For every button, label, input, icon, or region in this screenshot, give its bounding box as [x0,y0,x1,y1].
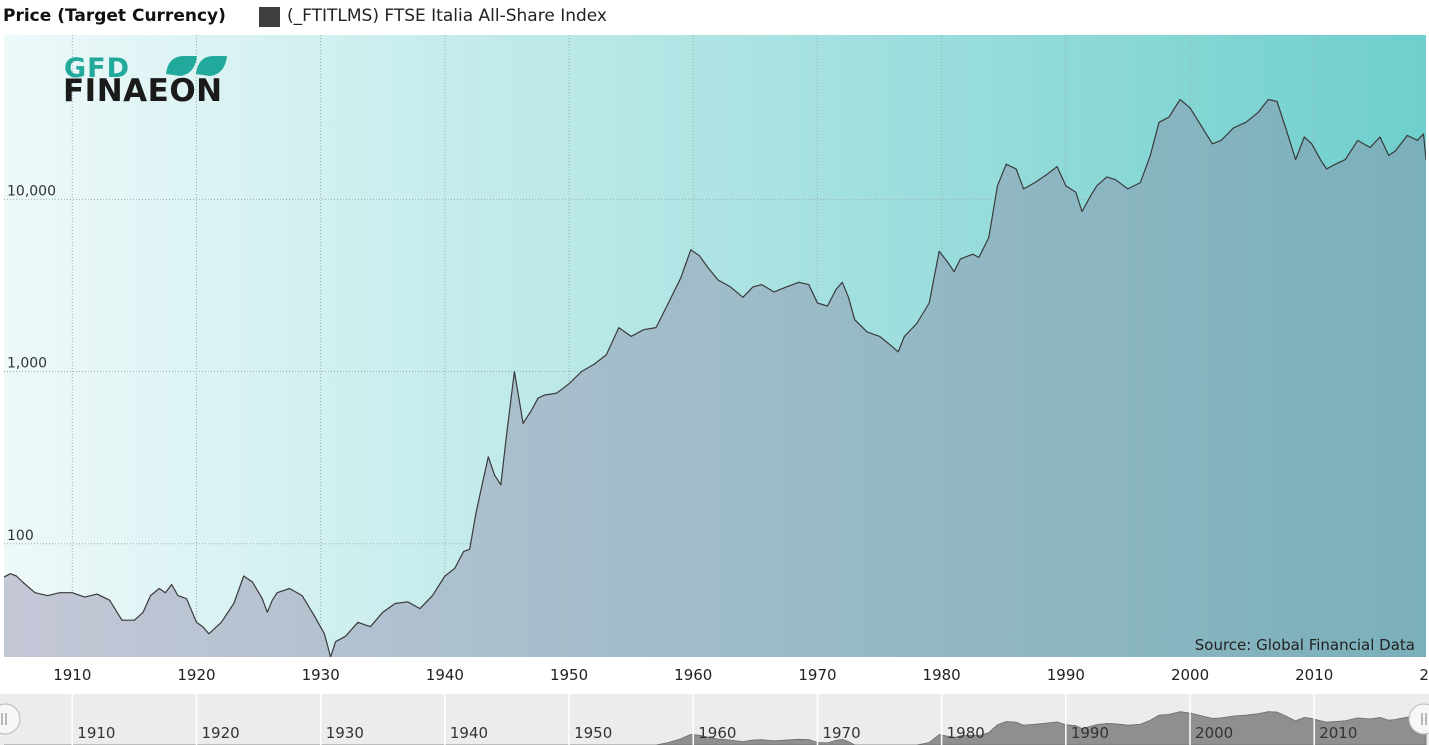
x-tick-label: 2010 [1295,666,1333,684]
x-tick-label: 1930 [302,666,340,684]
navigator-label: 1970 [822,724,860,742]
x-tick-label: 1920 [177,666,215,684]
navigator-series [4,711,1427,745]
source-note: Source: Global Financial Data [1195,636,1415,654]
y-tick-label: 10,000 [7,183,56,199]
navigator-label: 1960 [698,724,736,742]
navigator-label: 2010 [1319,724,1357,742]
x-tick-label: 1940 [426,666,464,684]
navigator-left-handle[interactable] [0,703,21,735]
navigator-label: 1980 [947,724,985,742]
x-tick-label: 1980 [923,666,961,684]
x-tick-label: 2000 [1171,666,1209,684]
navigator-label: 1920 [201,724,239,742]
series-line[interactable] [4,98,1426,658]
y-tick-label: 100 [7,528,34,544]
navigator-label: 1930 [326,724,364,742]
leaf-icon [196,56,227,76]
leaf-icon [166,56,197,76]
logo-text-gfd: GFD [64,53,130,84]
y-axis-title: Price (Target Currency) [3,6,226,26]
x-tick-label: 2020 [1419,666,1429,684]
chart-header: Price (Target Currency) (_FTITLMS) FTSE … [0,0,1429,34]
x-axis: 1910 1920 1930 1940 1950 1960 1970 1980 1990 2000… [53,666,1429,684]
navigator-label: 1910 [77,724,115,742]
navigator[interactable]: 1910 1920 1930 1940 1950 1960 1970 1980 1990 2000… [4,694,1427,745]
y-axis: 100 1,000 10,000 [7,183,56,543]
x-tick-label: 1990 [1047,666,1085,684]
x-tick-label: 1910 [53,666,91,684]
series-layer [4,98,1426,658]
x-tick-label: 1960 [674,666,712,684]
x-tick-label: 1970 [798,666,836,684]
navigator-label: 2000 [1195,724,1233,742]
logo-text-finaeon: FINAEON [63,73,223,109]
navigator-label: 1990 [1071,724,1109,742]
navigator-label: 1940 [450,724,488,742]
legend-swatch[interactable] [259,7,280,27]
legend-item-label[interactable]: (_FTITLMS) FTSE Italia All-Share Index [287,6,607,26]
navigator-right-handle[interactable] [1408,703,1429,735]
x-tick-label: 1950 [550,666,588,684]
y-tick-label: 1,000 [7,356,47,372]
series-area [4,99,1426,657]
gfd-finaeon-logo: GFD FINAEON [63,53,227,109]
navigator-label: 1950 [574,724,612,742]
